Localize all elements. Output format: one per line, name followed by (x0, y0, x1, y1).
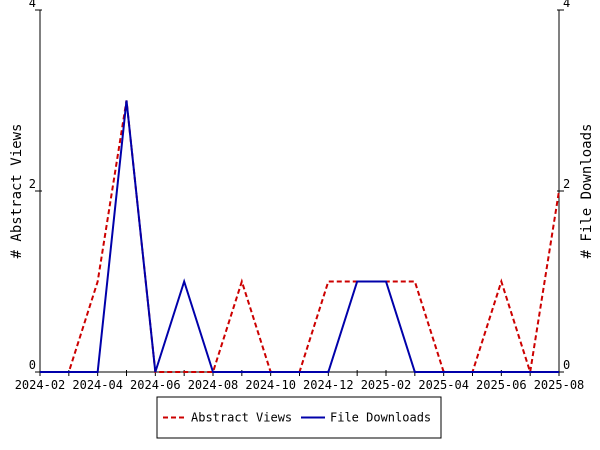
x-tick-label: 2024-06 (130, 378, 181, 392)
y-tick-label-right: 2 (563, 177, 570, 191)
y-axis-right-label: # File Downloads (579, 124, 595, 259)
y-tick-label-left: 2 (29, 177, 36, 191)
plot-area: 0 0 2 2 4 4 2024-02 2024-04 2024-06 2024-08 2024-1… (15, 0, 585, 392)
y-axis-left-label: # Abstract Views (9, 124, 25, 259)
y-tick-label-right: 0 (563, 358, 570, 372)
x-tick-label: 2024-04 (72, 378, 123, 392)
x-tick-label: 2025-08 (534, 378, 585, 392)
x-tick-label: 2024-12 (303, 378, 354, 392)
x-tick-label: 2025-04 (418, 378, 469, 392)
x-tick-label: 2024-08 (188, 378, 239, 392)
y-tick-label-left: 0 (29, 358, 36, 372)
y-tick-label-right: 4 (563, 0, 570, 10)
x-tick-label: 2025-06 (476, 378, 527, 392)
x-tick-label: 2025-02 (361, 378, 412, 392)
x-tick-label: 2024-02 (15, 378, 66, 392)
legend-label-abstract-views: Abstract Views (191, 411, 292, 425)
x-tick-label: 2024-10 (245, 378, 296, 392)
series-line-abstract-views (40, 100, 560, 373)
legend-label-file-downloads: File Downloads (330, 411, 431, 425)
series-line-file-downloads (40, 100, 559, 373)
legend-box (156, 396, 442, 439)
legend: Abstract Views File Downloads (156, 396, 442, 439)
y-tick-label-left: 4 (29, 0, 36, 10)
